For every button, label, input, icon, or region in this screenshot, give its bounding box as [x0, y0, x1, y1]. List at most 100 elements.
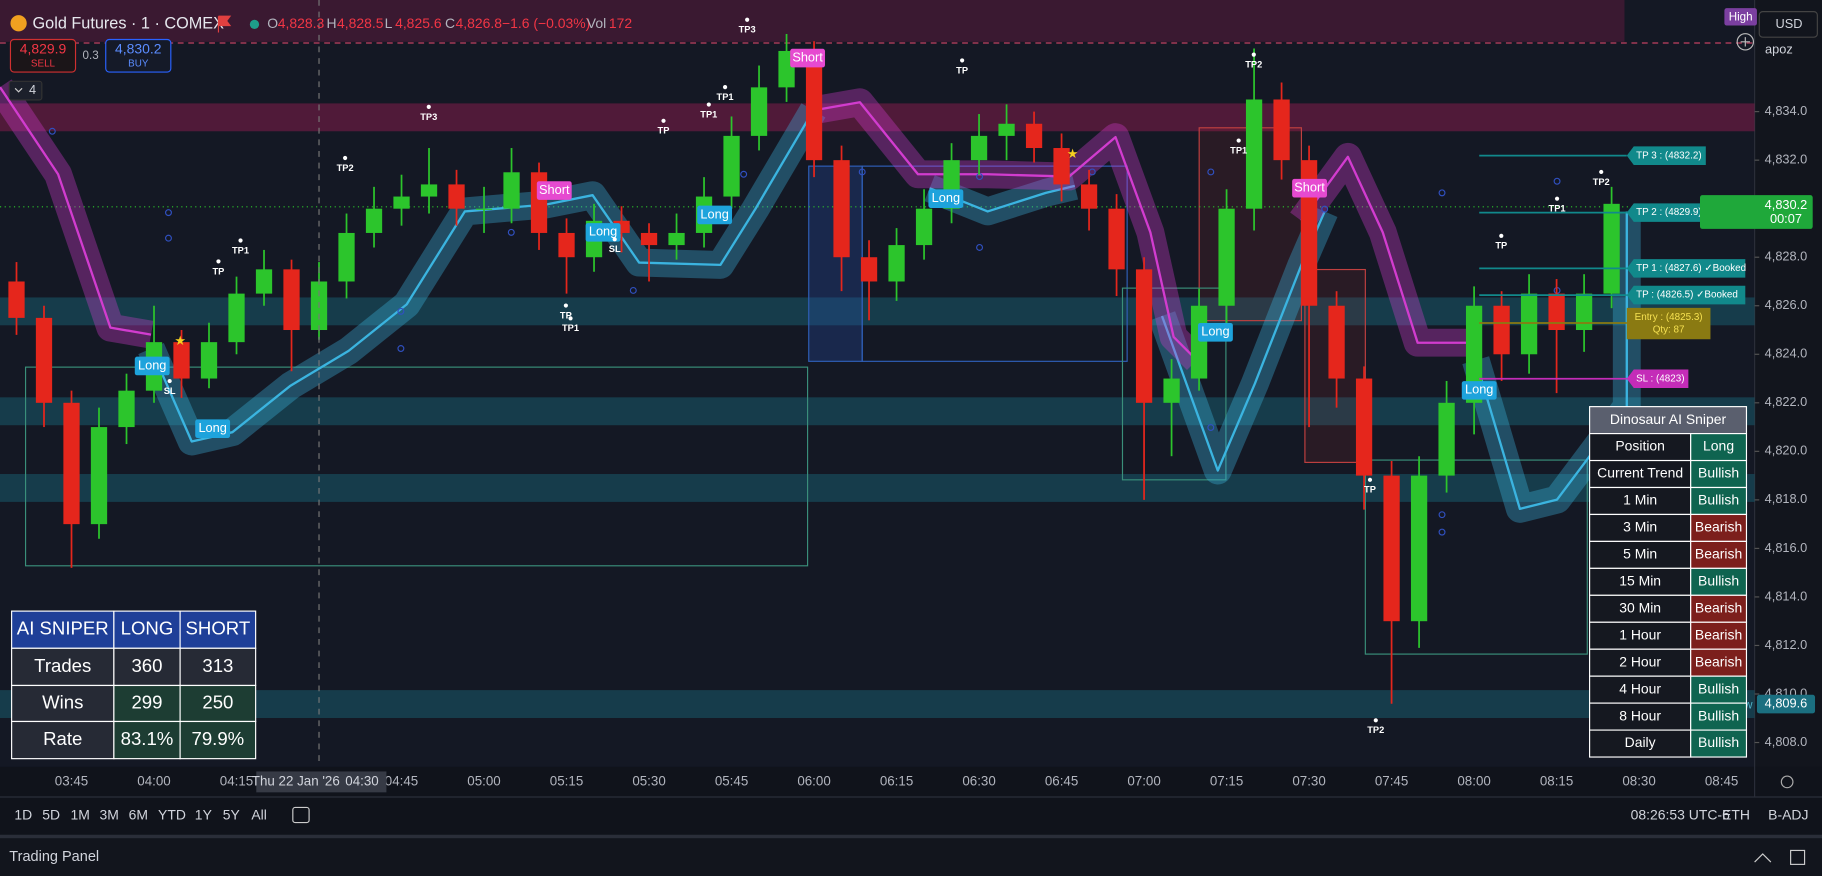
sell-button[interactable] — [9, 38, 77, 73]
buy-label[interactable]: BUY — [128, 59, 149, 70]
signal-tag — [536, 181, 572, 200]
crosshair-time: 04:30 — [345, 773, 378, 788]
mtf-label: Position — [1615, 438, 1665, 454]
x-tick-label: 06:15 — [880, 773, 913, 788]
candle-body — [1108, 208, 1125, 270]
candle-body — [1493, 305, 1510, 355]
x-tick-label: 08:00 — [1457, 773, 1490, 788]
range-button[interactable]: 5D — [42, 806, 60, 822]
range-button[interactable]: 1Y — [195, 806, 212, 822]
candle-body — [1163, 378, 1180, 403]
tp-dot — [661, 118, 666, 123]
candle-body — [503, 172, 520, 209]
tp-dot — [706, 102, 711, 107]
table-value: 83.1% — [121, 728, 174, 749]
currency[interactable]: USD — [1776, 16, 1803, 31]
signal-label: Long — [1465, 382, 1493, 397]
settings-icon[interactable] — [1780, 775, 1794, 789]
price-axis — [1754, 0, 1822, 767]
signal-tag — [790, 48, 826, 68]
account[interactable]: apoz — [1765, 41, 1793, 56]
candle-body — [1438, 402, 1455, 476]
signal-label: Short — [792, 49, 823, 64]
buy-price[interactable]: 4,830.2 — [115, 41, 162, 57]
table-header: AI SNIPER — [17, 618, 109, 639]
trend-line — [1300, 155, 1476, 344]
candle-body — [1218, 208, 1235, 306]
range-button[interactable]: 3M — [100, 806, 119, 822]
table-value: 79.9% — [192, 728, 245, 749]
mtf-cell — [1690, 459, 1748, 489]
signal-label: Long — [589, 224, 617, 239]
range-button[interactable]: 5Y — [223, 806, 240, 822]
mtf-cell — [1690, 594, 1748, 623]
x-tick-label: 06:30 — [962, 773, 995, 788]
collapse-icon[interactable] — [1754, 853, 1772, 863]
candle-body — [668, 232, 685, 246]
candle-body — [1355, 378, 1373, 476]
range-button[interactable]: All — [251, 806, 267, 822]
range-button[interactable]: 1M — [70, 806, 89, 822]
candle-body — [8, 281, 25, 318]
tp-dot — [1554, 196, 1560, 201]
table-cell — [179, 720, 257, 760]
mtf-value: Bearish — [1695, 653, 1742, 669]
table-value: 250 — [202, 691, 233, 712]
mtf-cell — [1589, 540, 1692, 569]
session[interactable]: ETH — [1722, 806, 1750, 822]
tp-label: TP2 — [1593, 177, 1610, 187]
table-value: 299 — [131, 691, 162, 712]
tp-dot — [343, 155, 348, 161]
mtf-cell — [1589, 486, 1692, 516]
tp-label: TP2 — [1367, 725, 1384, 735]
signal-tag — [1292, 178, 1327, 198]
indicator-count[interactable]: 4 — [29, 82, 36, 97]
table-value: 313 — [202, 655, 233, 676]
maximize-icon[interactable] — [1790, 849, 1806, 865]
mtf-cell — [1690, 675, 1748, 704]
y-tick-label: 4,816.0 — [1765, 540, 1808, 555]
tp-dot — [722, 85, 728, 90]
mtf-label: 15 Min — [1619, 573, 1661, 589]
range-button[interactable]: YTD — [158, 806, 186, 822]
tp-label: TP2 — [337, 163, 354, 173]
ohlc-key: L — [385, 15, 393, 31]
tp-dot — [1373, 718, 1378, 723]
table-value: Wins — [42, 691, 83, 712]
candle-body — [200, 342, 218, 379]
level-label: TP 3 : (4832.2) — [1636, 150, 1702, 161]
sell-label[interactable]: SELL — [31, 59, 56, 70]
panel-bar — [0, 838, 1822, 876]
signal-label: Long — [138, 357, 166, 372]
mtf-label: 5 Min — [1623, 546, 1657, 562]
mtf-cell — [1690, 621, 1748, 650]
indicator-toggle[interactable] — [8, 80, 43, 101]
demand-zone — [0, 690, 1755, 718]
mtf-title: Dinosaur AI Sniper — [1610, 411, 1727, 427]
mtf-cell — [1589, 702, 1692, 731]
signal-tag — [134, 356, 170, 376]
add-button[interactable] — [1736, 33, 1755, 51]
level-label: TP : (4826.5) ✓Booked — [1636, 290, 1738, 301]
buy-button[interactable] — [105, 38, 172, 73]
range-button[interactable]: 1D — [14, 806, 32, 822]
candle-body — [1575, 293, 1593, 331]
mtf-cell — [1690, 702, 1748, 731]
last-price: 4,830.2 — [1765, 197, 1808, 212]
calendar-icon[interactable] — [292, 806, 310, 824]
adjustment[interactable]: B-ADJ — [1768, 806, 1808, 822]
tp-dot — [612, 237, 617, 242]
mtf-value: Bullish — [1698, 680, 1739, 696]
level-label: SL : (4823) — [1636, 373, 1684, 384]
mtf-label: 1 Min — [1623, 492, 1657, 508]
mtf-cell — [1690, 729, 1748, 758]
chevron — [14, 87, 23, 93]
panel-title[interactable]: Trading Panel — [9, 849, 99, 865]
mtf-value: Bearish — [1695, 519, 1742, 535]
mtf-cell — [1589, 648, 1692, 677]
currency-select[interactable] — [1758, 11, 1818, 38]
sell-price[interactable]: 4,829.9 — [20, 41, 67, 57]
range-button[interactable]: 6M — [129, 806, 148, 822]
mtf-value: Bullish — [1698, 465, 1739, 481]
clock: 08:26:53 UTC-6 — [1631, 806, 1730, 822]
